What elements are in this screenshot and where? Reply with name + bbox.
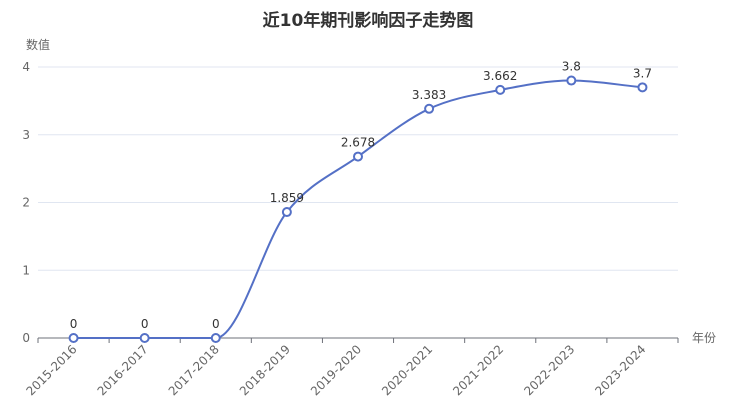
x-tick-label: 2020-2021: [379, 342, 435, 398]
x-tick-label: 2016-2017: [95, 342, 151, 398]
data-labels: 0 0 0 1.859 2.678 3.383 3.662 3.8 3.7: [70, 60, 652, 331]
data-point[interactable]: [566, 75, 577, 86]
grid-lines: [38, 66, 678, 271]
data-point[interactable]: [68, 333, 79, 343]
y-tick-label: 2: [22, 196, 30, 210]
data-label: 3.8: [562, 60, 581, 74]
data-point[interactable]: [281, 207, 292, 218]
data-point[interactable]: [139, 333, 150, 343]
data-label: 3.383: [412, 88, 446, 102]
y-tick-label: 4: [22, 60, 30, 74]
data-point[interactable]: [424, 103, 435, 114]
x-tick-label: 2017-2018: [166, 342, 222, 398]
x-tick-label: 2019-2020: [308, 342, 364, 398]
data-label: 0: [212, 317, 220, 331]
data-point[interactable]: [210, 333, 221, 343]
data-point[interactable]: [637, 82, 648, 93]
data-point[interactable]: [353, 151, 363, 162]
x-tick-label: 2023-2024: [592, 342, 648, 398]
x-tick-label: 2018-2019: [237, 342, 293, 398]
data-label: 2.678: [341, 136, 375, 150]
y-tick-label: 1: [22, 263, 30, 277]
data-label: 3.662: [483, 69, 517, 83]
x-axis-label: 年份: [692, 331, 716, 345]
data-label: 3.7: [633, 66, 652, 80]
x-tick-label: 2022-2023: [521, 342, 577, 398]
y-axis-label: 数值: [26, 37, 50, 52]
data-label: 1.859: [270, 191, 304, 205]
y-tick-label: 0: [22, 331, 30, 345]
chart-title: 近10年期刊影响因子走势图: [263, 10, 474, 31]
x-tick-label: 2015-2016: [24, 342, 80, 398]
y-tick-label: 3: [22, 128, 30, 142]
x-axis-ticks: 2015-2016 2016-2017 2017-2018 2018-2019 2019…: [24, 342, 649, 398]
series-line-path: [73, 79, 643, 340]
data-label: 0: [70, 317, 78, 331]
series-line: [73, 79, 643, 340]
data-label: 0: [141, 317, 149, 331]
data-points: [68, 75, 648, 343]
y-axis-ticks: 0 1 2 3 4: [22, 60, 30, 345]
x-tick-label: 2021-2022: [450, 342, 506, 398]
data-point[interactable]: [495, 84, 506, 95]
